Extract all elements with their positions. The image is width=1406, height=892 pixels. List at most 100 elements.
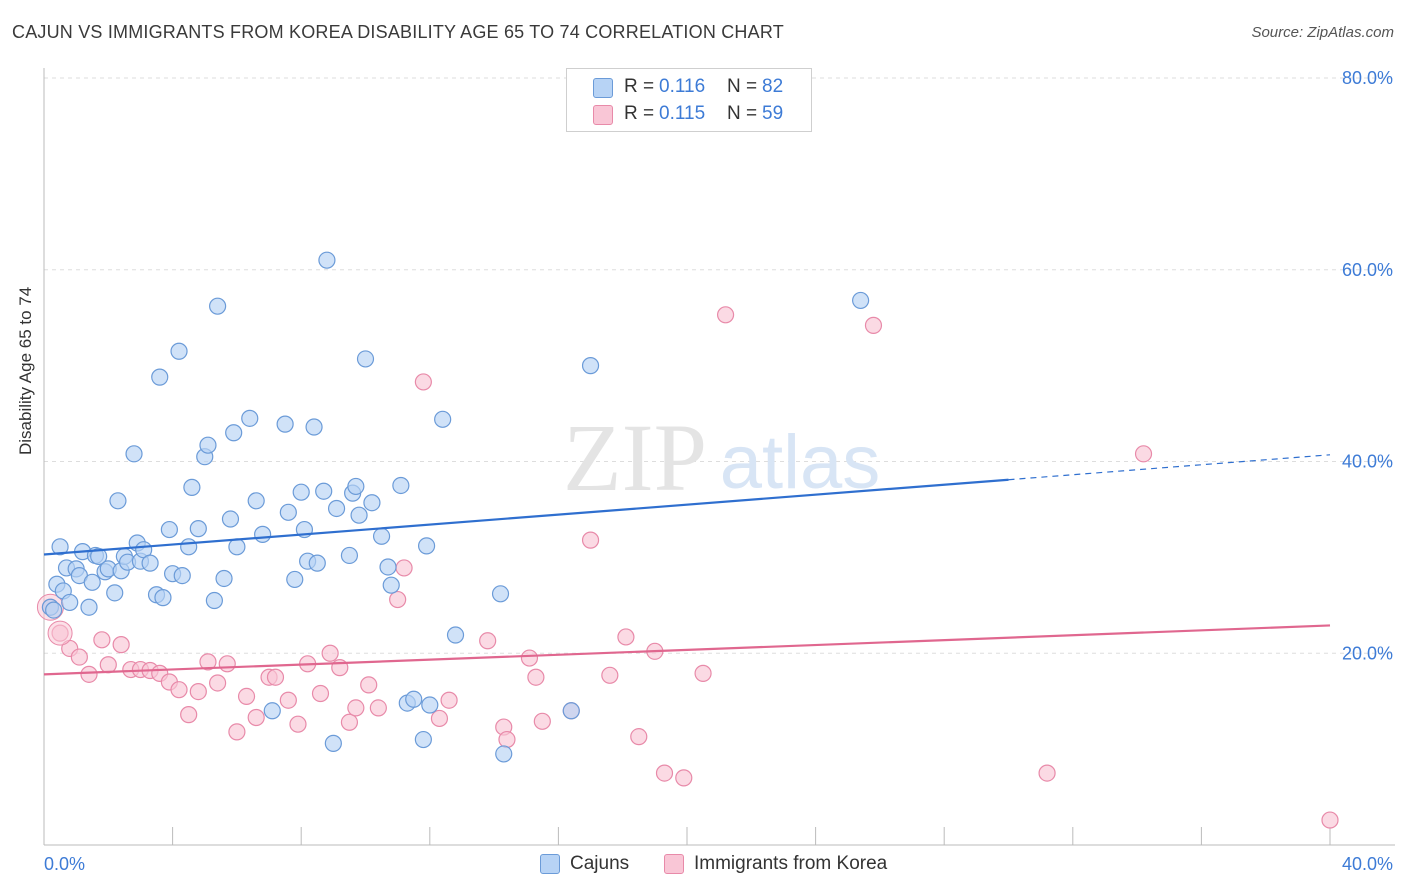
cajun-point xyxy=(562,702,580,720)
series-korea xyxy=(36,306,1339,829)
cajun-point xyxy=(305,418,323,436)
korea-point xyxy=(80,665,98,683)
korea-point xyxy=(533,712,551,730)
x-tick-labels: 0.0% 40.0% xyxy=(44,854,1393,874)
cajun-swatch xyxy=(593,78,613,98)
cajun-point xyxy=(292,483,310,501)
legend-label-cajuns: Cajuns xyxy=(570,853,630,874)
series-cajuns xyxy=(41,251,870,763)
cajun-point xyxy=(45,601,63,619)
cajun-point xyxy=(581,357,600,375)
cajun-point xyxy=(51,538,69,556)
korea-point xyxy=(655,764,674,782)
cajun-point xyxy=(151,368,169,386)
r-value: 0.115 xyxy=(659,103,706,124)
r-label: R = xyxy=(624,103,655,124)
korea-swatch xyxy=(593,105,613,125)
cajun-point xyxy=(327,499,346,518)
cajun-point xyxy=(434,410,452,428)
korea-point xyxy=(369,699,387,717)
cajun-point xyxy=(109,492,127,510)
cajun-point xyxy=(61,593,79,612)
cajun-point xyxy=(347,477,365,496)
r-value: 0.116 xyxy=(659,76,706,97)
cajun-point xyxy=(247,492,265,510)
korea-point xyxy=(289,715,307,733)
cajun-point xyxy=(241,409,259,427)
cajun-point xyxy=(392,476,410,495)
cajun-point xyxy=(225,424,243,442)
korea-point xyxy=(112,636,130,654)
cajun-point xyxy=(180,538,198,556)
korea-point xyxy=(247,708,265,727)
korea-point xyxy=(617,628,635,646)
cajun-point xyxy=(106,584,124,602)
cajun-point xyxy=(263,702,281,720)
cajun-point xyxy=(215,569,233,588)
korea-point xyxy=(1321,811,1339,829)
n-value: 59 xyxy=(762,103,784,124)
cajun-point xyxy=(83,573,101,591)
cajun-point xyxy=(160,520,178,539)
cajun-swatch xyxy=(540,854,560,874)
korea-point xyxy=(347,699,365,717)
cajun-point xyxy=(205,591,223,610)
cajun-point xyxy=(221,510,240,528)
cajun-point xyxy=(324,734,342,752)
cajun-point xyxy=(340,546,359,565)
cajun-point xyxy=(125,445,143,463)
korea-point xyxy=(440,691,458,709)
cajun-point xyxy=(141,554,159,572)
gridlines xyxy=(44,77,1395,654)
korea-point xyxy=(498,730,516,749)
korea-point xyxy=(228,723,246,741)
cajun-point xyxy=(446,626,465,644)
korea-point xyxy=(237,687,256,705)
cajun-point xyxy=(382,576,400,594)
korea-point xyxy=(209,674,227,692)
cajun-point xyxy=(405,690,423,708)
cajun-point xyxy=(276,415,294,433)
cajun-point xyxy=(154,589,172,607)
cajun-point xyxy=(414,730,432,749)
correlation-legend: R = 0.116 N = 82 R = 0.115 N = 59 xyxy=(566,68,812,132)
korea-point xyxy=(340,713,359,731)
cajun-point xyxy=(183,478,201,496)
cajun-point xyxy=(315,482,333,500)
watermark: ZIP atlas xyxy=(563,404,880,511)
cajun-point xyxy=(350,506,368,524)
cajun-point xyxy=(228,538,246,556)
cajun-point xyxy=(495,745,513,763)
n-label: N = xyxy=(727,103,758,124)
cajun-point xyxy=(372,527,391,545)
y-tick-label: 60.0% xyxy=(1342,260,1393,280)
korea-point xyxy=(311,684,330,703)
korea-point xyxy=(321,644,339,662)
korea-point xyxy=(430,709,449,728)
legend-row-korea: R = 0.115 N = 59 xyxy=(567,101,811,127)
korea-trendline xyxy=(43,624,1331,676)
legend-row-cajuns: R = 0.116 N = 82 xyxy=(567,74,811,100)
n-label: N = xyxy=(727,76,758,97)
cajun-point xyxy=(279,503,297,521)
source-label: Source: ZipAtlas.com xyxy=(1251,24,1394,41)
korea-point xyxy=(716,306,735,324)
korea-point xyxy=(189,682,207,701)
cajun-point xyxy=(852,291,870,310)
y-tick-labels: 20.0% 40.0% 60.0% 80.0% xyxy=(1342,68,1393,663)
korea-point xyxy=(180,706,198,724)
y-tick-label: 80.0% xyxy=(1342,68,1393,88)
korea-point xyxy=(694,664,712,682)
axes xyxy=(43,68,1395,846)
korea-point xyxy=(414,373,432,391)
trendlines xyxy=(43,454,1331,676)
korea-point xyxy=(47,620,73,646)
korea-point xyxy=(675,769,693,787)
korea-point xyxy=(581,531,600,549)
cajun-point xyxy=(286,570,304,589)
y-tick-label: 40.0% xyxy=(1342,452,1393,472)
korea-point xyxy=(389,590,407,609)
cajun-point xyxy=(491,585,510,603)
korea-point xyxy=(520,649,539,667)
korea-point xyxy=(1134,445,1153,463)
